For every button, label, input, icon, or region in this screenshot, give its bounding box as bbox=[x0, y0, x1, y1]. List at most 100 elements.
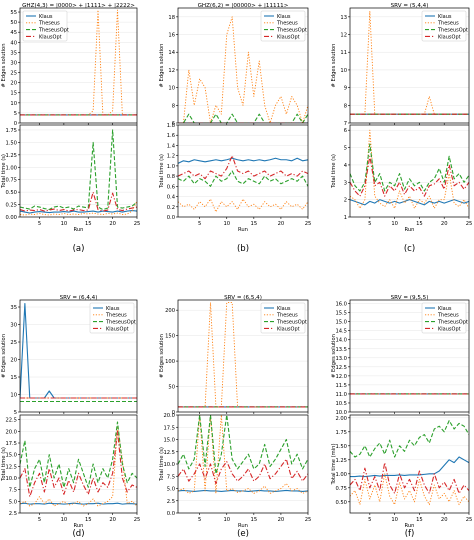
series-group bbox=[350, 420, 469, 506]
panel-label: (f) bbox=[405, 529, 415, 539]
series-klausopt-line bbox=[20, 191, 137, 212]
x-tick-label: 25 bbox=[134, 517, 141, 523]
y-tick-label: 35 bbox=[10, 305, 17, 311]
y-tick-label: 10 bbox=[340, 68, 347, 74]
x-tick-label: 20 bbox=[441, 517, 448, 523]
panel-0-bottom-axes: 0.00 0.25 0.50 0.75 1.00 1.25 1.50 1.75 5 10 15 20 2… bbox=[1, 124, 140, 233]
y-tick-label: 11 bbox=[340, 50, 347, 56]
legend-label-theseusopt: TheseusOpt bbox=[276, 320, 307, 326]
x-axis-label: Run bbox=[238, 227, 248, 233]
x-tick-label: 5 bbox=[368, 517, 371, 523]
x-tick-label: 15 bbox=[251, 221, 258, 227]
y-tick-label: 20 bbox=[10, 358, 17, 364]
x-axis-label: Run bbox=[74, 523, 84, 529]
y-tick-label: 6 bbox=[344, 128, 347, 134]
y-tick-label: 1.0 bbox=[167, 164, 175, 170]
panel-0-top-axes: 0 5 10 15 20 25 30 35 40 45 50 55 # Edges solution Kl… bbox=[1, 7, 138, 127]
y-tick-label: 7.5 bbox=[167, 474, 175, 480]
legend-label-klausopt: KlausOpt bbox=[438, 326, 461, 332]
y-tick-label: 15.0 bbox=[335, 320, 347, 326]
y-tick-label: 12.0 bbox=[335, 374, 347, 380]
y-tick-label: 1.75 bbox=[5, 128, 17, 134]
series-theseusopt-line bbox=[20, 421, 137, 488]
y-tick-label: 55 bbox=[10, 10, 17, 16]
y-tick-label: 0 bbox=[14, 121, 17, 127]
legend-label-klaus: Klaus bbox=[106, 306, 120, 312]
x-tick-label: 20 bbox=[109, 517, 116, 523]
series-group bbox=[178, 415, 308, 494]
y-tick-label: 1.6 bbox=[167, 133, 175, 139]
panel-title: GHZ(6,2) = |00000> + |11111> bbox=[198, 3, 289, 9]
y-tick-label: 0.0 bbox=[167, 215, 175, 221]
series-theseusopt-line bbox=[20, 129, 137, 211]
y-tick-label: 50 bbox=[168, 385, 175, 391]
axes-frame bbox=[177, 299, 309, 413]
series-klaus-line bbox=[20, 502, 137, 505]
series-group bbox=[178, 155, 308, 213]
series-group bbox=[20, 302, 137, 403]
series-theseus-line bbox=[178, 198, 308, 213]
x-tick-label: 10 bbox=[391, 517, 398, 523]
legend-box bbox=[421, 302, 467, 334]
axes-frame bbox=[349, 124, 470, 218]
y-tick-label: 1.4 bbox=[167, 143, 176, 149]
y-tick-label: 4 bbox=[344, 163, 348, 169]
x-tick-label: 5 bbox=[38, 517, 41, 523]
panel-label: (b) bbox=[237, 244, 249, 254]
panel-title: SRV = (6,4,4) bbox=[60, 295, 98, 301]
axes-frame bbox=[19, 414, 138, 514]
y-axis-label: Total time (s) bbox=[1, 447, 7, 482]
y-tick-label: 10.0 bbox=[335, 410, 347, 416]
y-axis-label: Total time (s) bbox=[159, 447, 165, 482]
y-tick-label: 16 bbox=[168, 33, 175, 39]
y-tick-label: 1.75 bbox=[335, 430, 347, 436]
y-tick-label: 0.4 bbox=[167, 195, 176, 201]
y-tick-label: 0.8 bbox=[167, 174, 175, 180]
y-tick-label: 1.8 bbox=[167, 123, 175, 129]
legend-label-klausopt: KlausOpt bbox=[39, 34, 62, 40]
legend-label-theseusopt: TheseusOpt bbox=[437, 28, 468, 34]
y-axis-label: Total time (s) bbox=[1, 154, 7, 189]
legend-label-klausopt: KlausOpt bbox=[438, 34, 461, 40]
y-axis-label: Total time (s) bbox=[159, 154, 165, 189]
x-tick-label: 5 bbox=[38, 221, 41, 227]
legend-label-klaus: Klaus bbox=[277, 14, 291, 20]
y-tick-label: 12.5 bbox=[335, 365, 347, 371]
legend-label-klaus: Klaus bbox=[438, 14, 452, 20]
axes-frame bbox=[19, 7, 138, 124]
y-tick-label: 25 bbox=[10, 71, 17, 77]
x-tick-label: 10 bbox=[391, 221, 398, 227]
y-tick-label: 0.75 bbox=[5, 178, 17, 184]
series-klaus-line bbox=[350, 199, 469, 206]
legend-label-theseus: Theseus bbox=[276, 21, 298, 27]
series-theseus-line bbox=[178, 16, 308, 123]
x-tick-label: 5 bbox=[368, 221, 371, 227]
y-tick-label: 1.2 bbox=[167, 154, 175, 160]
y-tick-label: 10.5 bbox=[335, 401, 347, 407]
x-tick-label: 10 bbox=[223, 221, 230, 227]
legend-box bbox=[89, 302, 135, 334]
y-axis-label: Total time (min) bbox=[331, 444, 337, 486]
legend-label-klaus: Klaus bbox=[438, 306, 452, 312]
y-axis-label: # Edges solution bbox=[159, 44, 165, 88]
panel-2-top-axes: 7 8 9 10 11 12 13 # Edges solution KlausTheseusT… bbox=[331, 7, 470, 127]
series-theseusopt-line bbox=[350, 420, 469, 458]
panel-5-top-axes: 10.0 10.5 11.0 11.5 12.0 12.5 13.0 13.5 14.0 14.5… bbox=[331, 299, 470, 416]
y-tick-label: 11.5 bbox=[335, 383, 347, 389]
legend-label-theseusopt: TheseusOpt bbox=[276, 28, 307, 34]
y-tick-label: 1.25 bbox=[335, 458, 347, 464]
y-tick-label: 8 bbox=[172, 103, 175, 109]
series-klausopt-line bbox=[178, 458, 308, 485]
y-tick-label: 35 bbox=[10, 50, 17, 56]
y-tick-label: 13.0 bbox=[335, 356, 347, 362]
y-tick-label: 15.5 bbox=[335, 311, 347, 317]
y-tick-label: 13.5 bbox=[335, 347, 347, 353]
y-axis-label: # Edges solution bbox=[159, 334, 165, 378]
y-tick-label: 1.25 bbox=[5, 153, 17, 159]
series-klaus-line bbox=[178, 157, 308, 164]
y-tick-label: 15.0 bbox=[163, 438, 175, 444]
series-klausopt-line bbox=[350, 155, 469, 197]
y-tick-label: 7 bbox=[344, 121, 347, 127]
